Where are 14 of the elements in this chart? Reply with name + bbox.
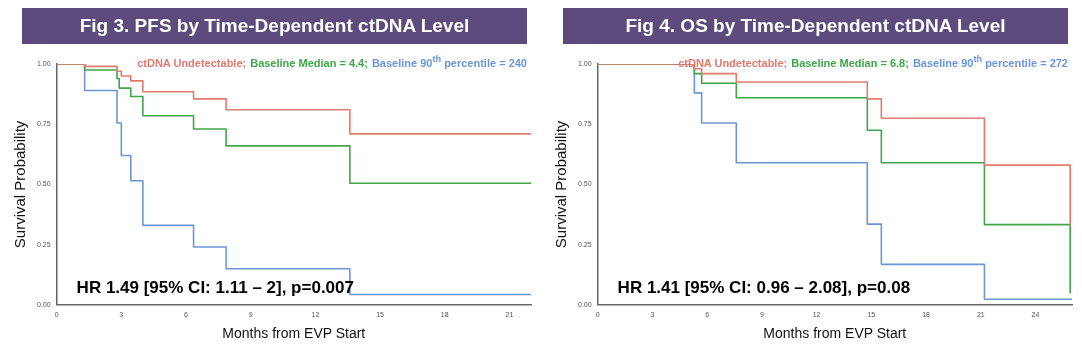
y-axis-title: Survival Probability [11, 120, 29, 249]
series-label: ctDNA Undetectable; [137, 56, 247, 69]
y-axis-title: Survival Probability [552, 120, 570, 249]
annotation: HR 1.49 [95% CI: 1.11 – 2], p=0.007 [76, 277, 354, 297]
annotation: HR 1.41 [95% CI: 0.96 – 2.08], p=0.08 [617, 277, 911, 297]
x-axis-title: Months from EVP Start [222, 325, 366, 342]
chart-title: Fig 4. OS by Time-Dependent ctDNA Level [563, 8, 1068, 44]
text: Baseline Median = 4.4; [250, 56, 368, 69]
text: Baseline 90$^{th}$ percentile = 240 [371, 54, 527, 69]
chart-title: Fig 3. PFS by Time-Dependent ctDNA Level [22, 8, 527, 44]
x-axis-title: Months from EVP Start [763, 325, 907, 342]
series-label: ctDNA Undetectable; [678, 56, 788, 69]
text: Baseline 90$^{th}$ percentile = 272 [912, 54, 1068, 69]
text: Baseline Median = 6.8; [791, 56, 909, 69]
